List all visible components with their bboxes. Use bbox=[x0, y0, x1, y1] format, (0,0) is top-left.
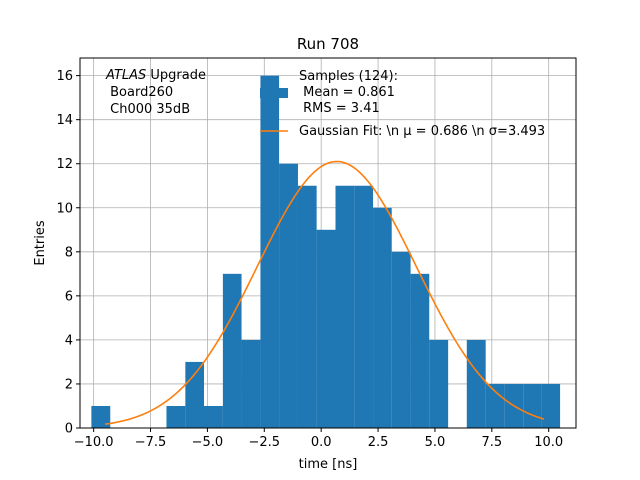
x-tick-label-3: −2.5 bbox=[249, 435, 281, 450]
histogram-bars bbox=[91, 75, 561, 428]
plot-frame bbox=[79, 57, 577, 429]
histogram-bar-16 bbox=[391, 251, 411, 428]
fit-layer bbox=[104, 160, 545, 426]
x-tick-label-1: −7.5 bbox=[135, 435, 167, 450]
y-tick-label-0: 0 bbox=[65, 422, 73, 437]
x-tick-label-8: 10.0 bbox=[534, 435, 563, 450]
y-tick-label-1: 2 bbox=[65, 377, 73, 392]
y-tick-label-3: 6 bbox=[65, 289, 73, 304]
histogram-bar-4 bbox=[166, 405, 186, 428]
legend-hist-line-2: Mean = 0.861 bbox=[299, 85, 395, 100]
histogram-bar-7 bbox=[222, 273, 242, 428]
y-tick-label-7: 14 bbox=[56, 113, 73, 128]
histogram-bar-20 bbox=[466, 339, 486, 428]
histogram-bar-11 bbox=[297, 185, 317, 428]
histogram-bar-8 bbox=[241, 339, 261, 428]
histogram-bar-23 bbox=[523, 383, 542, 428]
histogram-bar-15 bbox=[373, 207, 392, 428]
histogram-bar-5 bbox=[185, 361, 204, 428]
histogram-bar-13 bbox=[335, 185, 355, 428]
histogram-bar-10 bbox=[279, 163, 298, 428]
annotation-line-1: ATLAS Upgrade bbox=[105, 68, 206, 83]
annotation-line-2: Board260 bbox=[106, 85, 173, 100]
y-tick-label-5: 10 bbox=[56, 201, 73, 216]
legend: Samples (124): Mean = 0.861 RMS = 3.41 G… bbox=[260, 69, 545, 139]
annotation-line-3: Ch000 35dB bbox=[106, 102, 190, 117]
chart-title: Run 708 bbox=[297, 35, 359, 53]
histogram-bar-12 bbox=[316, 229, 336, 428]
y-axis-label: Entries bbox=[33, 220, 48, 266]
histogram-bar-17 bbox=[410, 273, 430, 428]
y-tick-label-2: 4 bbox=[65, 333, 73, 348]
y-axis-ticks: 0 2 4 6 8 10 12 14 16 bbox=[56, 69, 80, 437]
y-tick-label-8: 16 bbox=[56, 69, 73, 84]
legend-fit-label: Gaussian Fit: \n μ = 0.686 \n σ=3.493 bbox=[299, 124, 545, 139]
histogram-bar-14 bbox=[354, 185, 374, 428]
x-axis-ticks: −10.0 −7.5 −5.0 −2.5 0.0 2.5 5.0 7.5 10.0 bbox=[74, 428, 563, 450]
gaussian-fit-curve bbox=[104, 160, 545, 426]
x-axis-label: time [ns] bbox=[299, 457, 358, 472]
annotation-atlas: ATLAS bbox=[105, 68, 146, 83]
x-tick-label-6: 5.0 bbox=[425, 435, 446, 450]
y-tick-label-6: 12 bbox=[56, 157, 73, 172]
atlas-annotation: ATLAS Upgrade Board260 Ch000 35dB bbox=[105, 68, 206, 117]
legend-hist-line-3: RMS = 3.41 bbox=[299, 101, 380, 116]
legend-hist-line-1: Samples (124): bbox=[299, 69, 398, 84]
x-tick-label-0: −10.0 bbox=[74, 435, 114, 450]
x-tick-label-4: 0.0 bbox=[311, 435, 332, 450]
y-tick-label-4: 8 bbox=[65, 245, 73, 260]
histogram-bar-9 bbox=[260, 75, 280, 428]
histogram-bar-18 bbox=[429, 339, 449, 428]
histogram-bar-6 bbox=[204, 405, 223, 428]
x-tick-label-7: 7.5 bbox=[481, 435, 502, 450]
histogram-bar-0 bbox=[91, 405, 111, 428]
x-tick-label-2: −5.0 bbox=[192, 435, 224, 450]
legend-hist-swatch bbox=[260, 88, 288, 98]
histogram-bar-24 bbox=[541, 383, 561, 428]
x-tick-label-5: 2.5 bbox=[368, 435, 389, 450]
annotation-upgrade: Upgrade bbox=[146, 68, 206, 83]
